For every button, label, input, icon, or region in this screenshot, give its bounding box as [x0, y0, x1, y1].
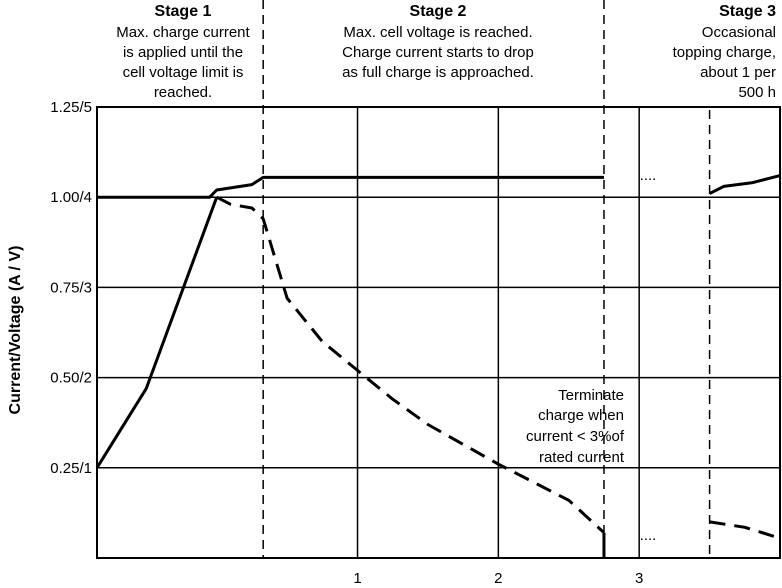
annotation-line-2: charge when — [538, 407, 624, 424]
stage-3-title: Stage 3 — [719, 3, 776, 20]
plot-frame — [96, 106, 781, 559]
stage-1-line-4: reached. — [154, 84, 212, 101]
annotation-line-4: rated current — [539, 449, 625, 466]
x-tick-label: 3 — [635, 570, 643, 587]
stage-2-line-2: Charge current starts to drop — [342, 44, 534, 61]
current-curve-4 — [709, 520, 781, 540]
x-tick-label: 2 — [494, 570, 502, 587]
stage-1-line-2: is applied until the — [123, 44, 243, 61]
y-tick-label: 0.75/3 — [50, 279, 92, 296]
stage-2-line-1: Max. cell voltage is reached. — [343, 24, 532, 41]
stage-dividers — [262, 0, 711, 558]
annotation-line-3: current < 3%of — [526, 428, 625, 445]
grid — [97, 107, 780, 558]
stage-3-line-1: Occasional — [702, 24, 776, 41]
current-curve-2 — [216, 195, 606, 534]
tick-labels: 0.25/1 0.50/2 0.75/3 1.00/4 1.25/5 1 2 3 — [50, 99, 643, 587]
stage-2-line-3: as full charge is approached. — [342, 64, 534, 81]
stage-3-line-3: about 1 per — [700, 64, 776, 81]
y-tick-label: 1.00/4 — [50, 189, 92, 206]
y-tick-label: 0.25/1 — [50, 460, 92, 477]
y-tick-label: 0.50/2 — [50, 370, 92, 387]
voltage-curve-1 — [95, 196, 219, 469]
series-lines — [95, 174, 781, 558]
stage-3-line-4: 500 h — [738, 84, 776, 101]
annotation-line-1: Terminate — [558, 387, 624, 404]
ellipsis-top: .... — [640, 167, 657, 184]
x-tick-label: 1 — [353, 570, 361, 587]
y-tick-label: 1.25/5 — [50, 99, 92, 116]
stage-1-line-3: cell voltage limit is — [123, 64, 244, 81]
y-axis-label: Current/Voltage (A / V) — [7, 246, 24, 415]
stage-1-title: Stage 1 — [155, 3, 212, 20]
voltage-curve-0 — [97, 175, 604, 199]
stage-2-title: Stage 2 — [410, 3, 467, 20]
stage-3-line-2: topping charge, — [673, 44, 776, 61]
stage-1-line-1: Max. charge current — [116, 24, 250, 41]
voltage-curve-3 — [708, 174, 781, 195]
ellipsis-bottom: .... — [640, 527, 657, 544]
